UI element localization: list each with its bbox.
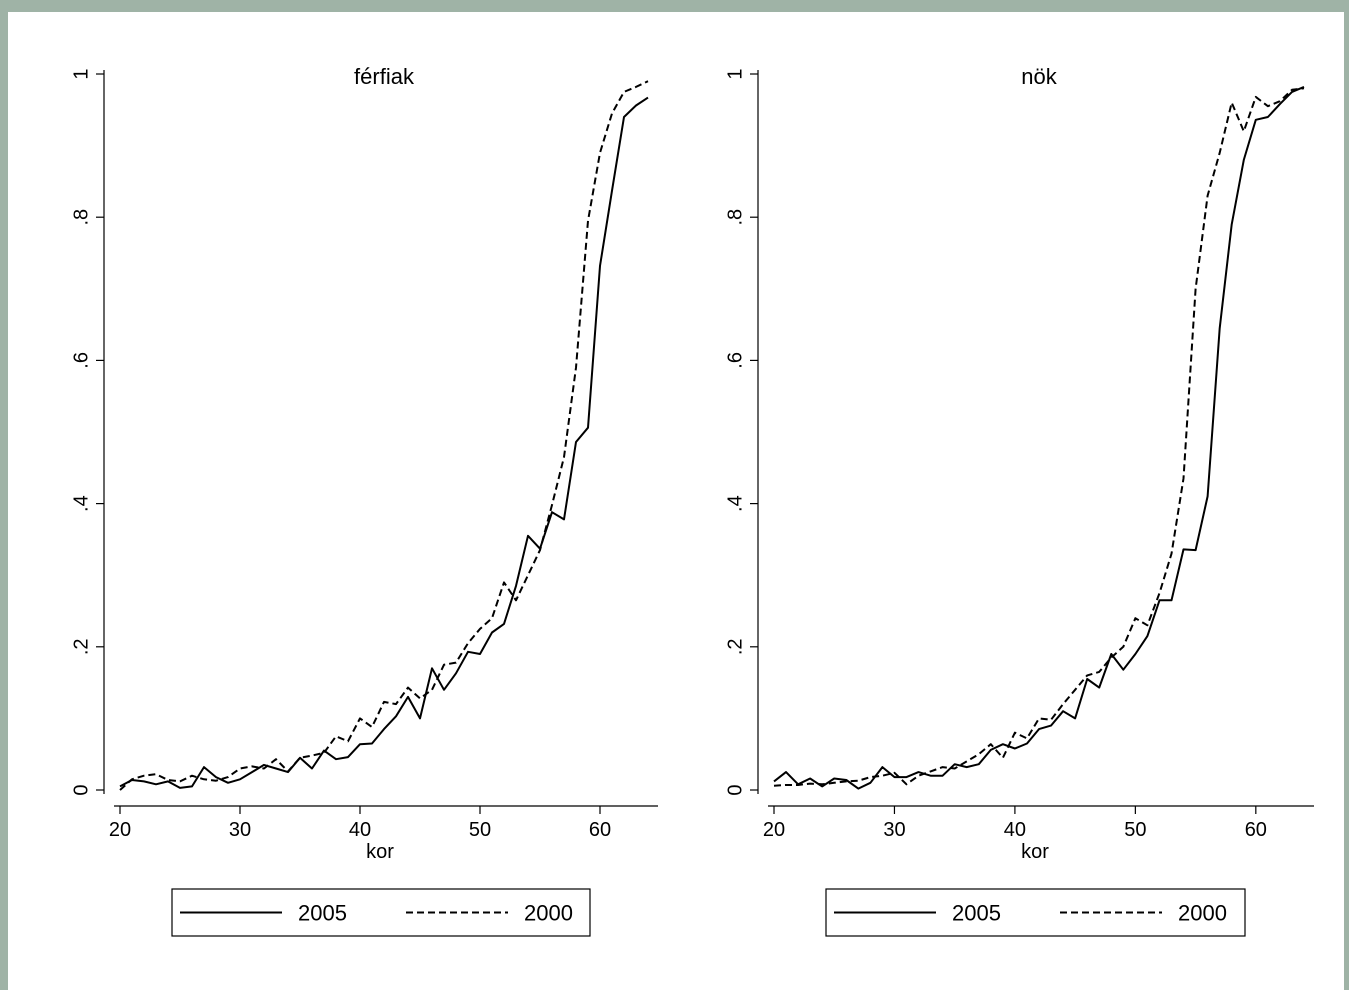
y-tick-label: .8 [70,209,92,226]
chart-figure: 0 .2 .4 .6 .8 1 20 30 40 50 60 kor férfiak 2005 2000 0.… [70,64,1314,937]
legend-label-2000: 2000 [524,901,573,926]
series-line-2000 [119,80,649,791]
x-tick-label: 30 [229,819,251,841]
x-axis-title: kor [1021,841,1049,863]
panel-title: nök [1021,64,1057,89]
legend-label-2000: 2000 [1178,901,1227,926]
x-tick-label: 40 [349,819,371,841]
y-tick-label: 1 [70,68,92,79]
chart-frame: 0 .2 .4 .6 .8 1 20 30 40 50 60 kor férfiak 2005 2000 0.… [8,12,1344,990]
series-line-2005 [773,85,1305,790]
y-tick-label: .4 [724,495,746,512]
chart-panel-1: 0 .2 .4 .6 .8 1 20 30 40 50 60 kor férfiak 2005 2000 [70,64,658,937]
y-tick-label: 0 [724,784,746,795]
y-tick-label: .2 [724,638,746,655]
x-axis-title: kor [366,841,394,863]
y-tick-label: .6 [70,352,92,369]
x-tick-label: 20 [109,819,131,841]
panel-title: férfiak [354,64,415,89]
x-tick-label: 60 [1245,819,1267,841]
legend: 2005 2000 [825,888,1246,937]
x-tick-label: 60 [589,819,611,841]
series-line-2005 [119,96,649,789]
y-tick-label: 1 [724,68,746,79]
chart-panel-2: 0 .2 .4 .6 .8 1 20 30 40 50 60 kor nök 2005 2000 [724,64,1314,937]
x-tick-label: 30 [883,819,905,841]
legend-label-2005: 2005 [298,901,347,926]
legend-label-2005: 2005 [952,901,1001,926]
x-tick-label: 20 [763,819,785,841]
series-line-2000 [773,87,1305,787]
y-tick-label: .6 [724,352,746,369]
legend: 2005 2000 [171,888,591,937]
x-tick-label: 40 [1004,819,1026,841]
y-tick-label: .2 [70,638,92,655]
y-tick-label: 0 [70,784,92,795]
y-tick-label: .4 [70,495,92,512]
x-tick-label: 50 [1124,819,1146,841]
x-tick-label: 50 [469,819,491,841]
y-tick-label: .8 [724,209,746,226]
